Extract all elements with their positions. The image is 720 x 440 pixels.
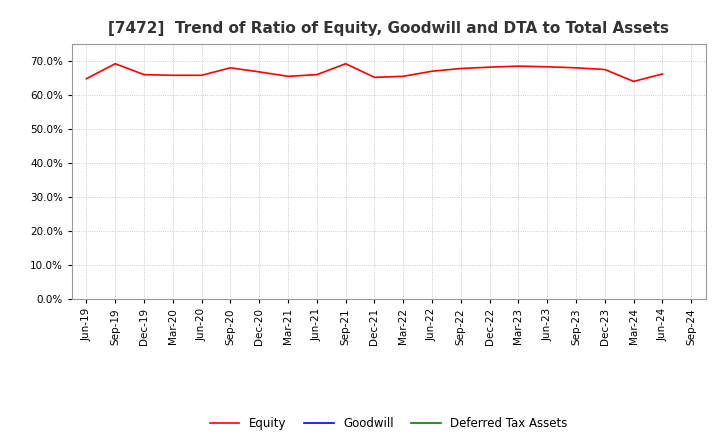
Equity	[168, 73, 177, 78]
Title: [7472]  Trend of Ratio of Equity, Goodwill and DTA to Total Assets: [7472] Trend of Ratio of Equity, Goodwil…	[108, 21, 670, 36]
Equity	[543, 64, 552, 70]
Line: Equity: Equity	[86, 64, 662, 81]
Goodwill	[658, 293, 667, 298]
Equity	[428, 69, 436, 74]
Equity	[456, 66, 465, 71]
Equity	[341, 61, 350, 66]
Equity	[197, 73, 206, 78]
Equity	[312, 72, 321, 77]
Equity	[514, 63, 523, 69]
Legend: Equity, Goodwill, Deferred Tax Assets: Equity, Goodwill, Deferred Tax Assets	[205, 412, 572, 435]
Equity	[485, 65, 494, 70]
Equity	[600, 67, 609, 72]
Equity	[572, 65, 580, 70]
Equity	[111, 61, 120, 66]
Equity	[82, 76, 91, 81]
Equity	[284, 73, 292, 79]
Equity	[399, 73, 408, 79]
Equity	[658, 71, 667, 77]
Equity	[226, 65, 235, 70]
Equity	[370, 75, 379, 80]
Equity	[629, 79, 638, 84]
Equity	[140, 72, 148, 77]
Equity	[255, 69, 264, 74]
